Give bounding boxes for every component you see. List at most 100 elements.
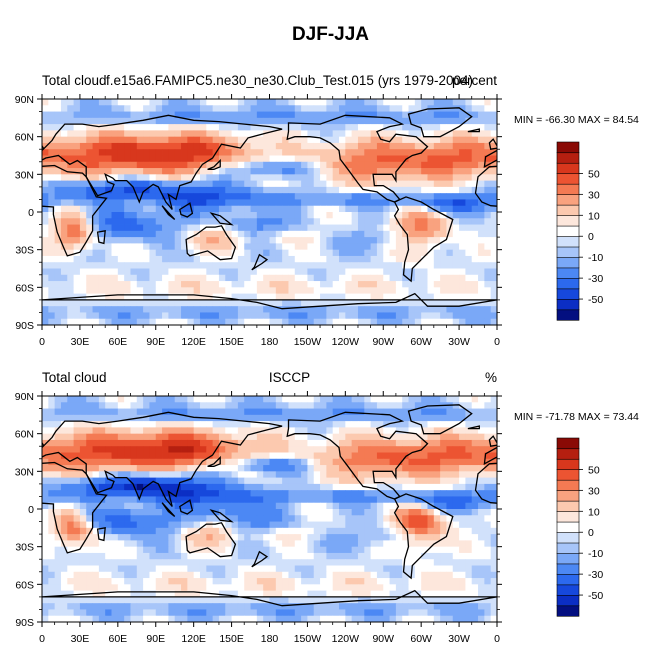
heatmap-cell — [478, 186, 485, 194]
heatmap-cell — [174, 552, 182, 560]
heatmap-cell — [250, 565, 258, 573]
heatmap-cell — [288, 534, 296, 541]
heatmap-cell — [313, 312, 321, 320]
heatmap-cell — [440, 571, 447, 579]
heatmap-cell — [408, 515, 416, 522]
heatmap-cell — [263, 249, 270, 257]
heatmap-cell — [307, 527, 315, 535]
heatmap-cell — [67, 312, 74, 320]
heatmap-cell — [48, 230, 56, 238]
heatmap-cell — [490, 477, 498, 485]
heatmap-cell — [54, 174, 62, 182]
heatmap-cell — [105, 414, 112, 422]
heatmap-cell — [237, 230, 245, 238]
heatmap-cell — [79, 318, 87, 326]
heatmap-cell — [168, 287, 176, 295]
heatmap-cell — [86, 230, 93, 238]
heatmap-cell — [250, 571, 258, 579]
heatmap-cell — [370, 571, 378, 579]
heatmap-cell — [199, 287, 207, 295]
heatmap-cell — [250, 161, 258, 169]
heatmap-cell — [162, 521, 169, 529]
heatmap-cell — [92, 565, 100, 573]
heatmap-cell — [478, 502, 485, 510]
heatmap-cell — [111, 559, 119, 566]
heatmap-cell — [187, 180, 195, 188]
heatmap-cell — [446, 471, 454, 479]
heatmap-cell — [301, 515, 308, 522]
heatmap-cell — [452, 439, 460, 447]
heatmap-cell — [136, 281, 144, 288]
heatmap-cell — [256, 168, 264, 175]
colorbar-swatch — [556, 225, 580, 237]
heatmap-cell — [92, 205, 100, 213]
heatmap-cell — [414, 249, 422, 257]
heatmap-cell — [73, 174, 81, 182]
heatmap-cell — [326, 293, 334, 301]
heatmap-cell — [478, 262, 485, 269]
heatmap-cell — [427, 465, 435, 472]
heatmap-cell — [440, 136, 447, 144]
heatmap-cell — [313, 224, 321, 232]
heatmap-cell — [301, 293, 308, 301]
heatmap-cell — [408, 161, 416, 169]
heatmap-cell — [193, 318, 201, 326]
heatmap-cell — [465, 565, 473, 573]
heatmap-cell — [376, 186, 384, 194]
heatmap-cell — [427, 515, 435, 522]
heatmap-cell — [218, 402, 226, 409]
heatmap-cell — [143, 509, 150, 516]
heatmap-cell — [339, 130, 346, 138]
heatmap-cell — [231, 111, 239, 119]
heatmap-cell — [402, 130, 409, 138]
heatmap-cell — [117, 224, 125, 232]
heatmap-cell — [73, 299, 81, 307]
heatmap-cell — [282, 312, 289, 320]
heatmap-cell — [383, 414, 390, 422]
heatmap-cell — [301, 281, 308, 288]
heatmap-cell — [376, 552, 384, 560]
heatmap-cell — [54, 218, 62, 225]
heatmap-cell — [345, 174, 353, 182]
heatmap-cell — [490, 174, 498, 182]
heatmap-cell — [433, 186, 441, 194]
heatmap-cell — [48, 318, 56, 326]
heatmap-cell — [427, 180, 435, 188]
heatmap-cell — [307, 180, 315, 188]
heatmap-cell — [326, 477, 334, 485]
heatmap-cell — [357, 471, 365, 479]
heatmap-cell — [98, 552, 106, 560]
heatmap-cell — [54, 268, 62, 276]
heatmap-cell — [199, 427, 207, 435]
heatmap-cell — [162, 180, 169, 188]
heatmap-cell — [124, 396, 131, 403]
heatmap-cell — [181, 281, 188, 288]
heatmap-cell — [130, 439, 138, 447]
heatmap-cell — [187, 452, 195, 460]
heatmap-cell — [433, 546, 441, 554]
heatmap-cell — [60, 427, 68, 435]
heatmap-cell — [376, 155, 384, 163]
heatmap-cell — [452, 142, 460, 150]
heatmap-cell — [452, 427, 460, 435]
heatmap-cell — [199, 408, 207, 416]
heatmap-cell — [376, 161, 384, 169]
heatmap-cell — [60, 465, 68, 472]
heatmap-cell — [339, 318, 346, 326]
heatmap-cell — [98, 559, 106, 566]
heatmap-cell — [193, 287, 201, 295]
heatmap-cell — [459, 578, 466, 585]
heatmap-cell — [162, 255, 169, 263]
heatmap-cell — [105, 565, 112, 573]
heatmap-cell — [60, 299, 68, 307]
heatmap-cell — [117, 559, 125, 566]
heatmap-cell — [383, 515, 390, 522]
heatmap-cell — [105, 421, 112, 428]
heatmap-cell — [60, 230, 68, 238]
heatmap-cell — [459, 293, 466, 301]
heatmap-cell — [484, 483, 492, 491]
heatmap-cell — [383, 99, 390, 106]
heatmap-cell — [193, 212, 201, 219]
heatmap-cell — [79, 193, 87, 200]
figure-title: DJF-JJA — [291, 24, 370, 45]
